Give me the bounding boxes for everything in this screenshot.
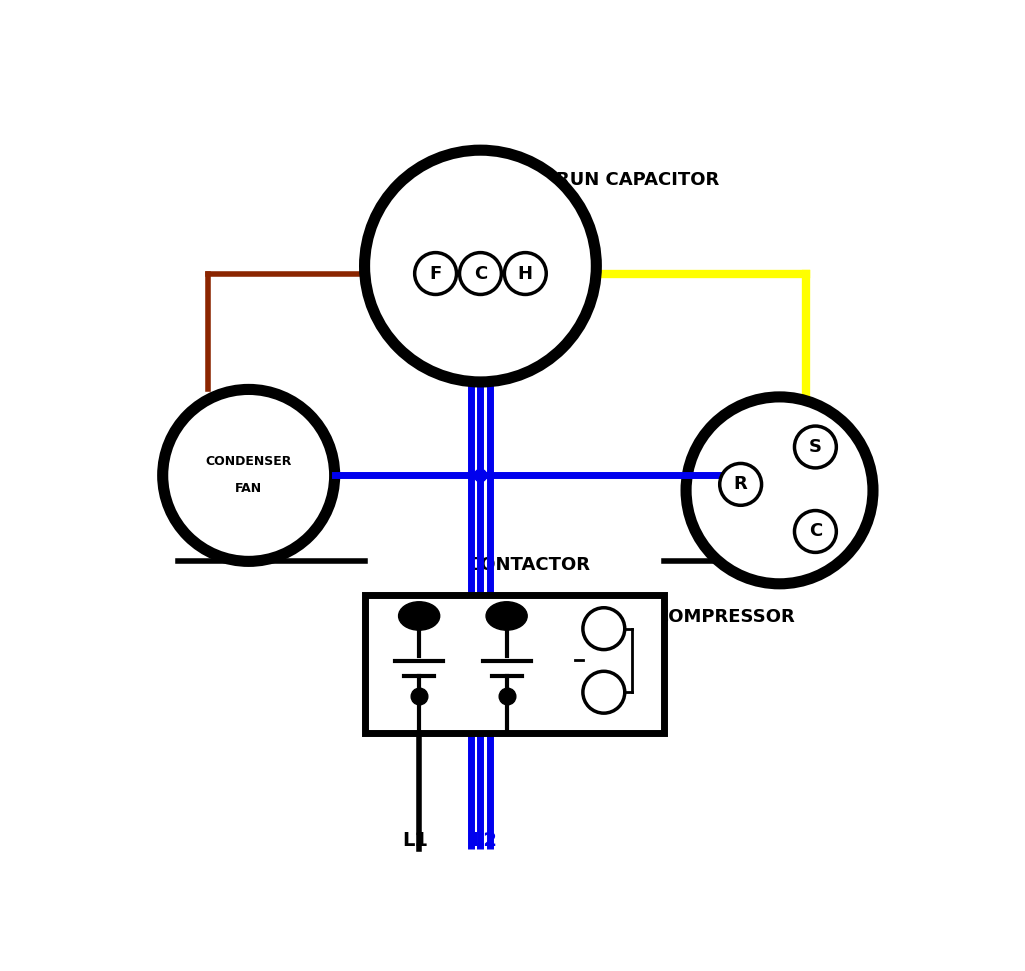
Circle shape [365,151,597,382]
Circle shape [415,252,456,294]
Text: C: C [474,264,487,283]
Text: L1: L1 [403,830,428,850]
Text: S: S [809,438,822,456]
Circle shape [720,463,762,505]
Circle shape [686,397,873,584]
Text: C: C [809,522,822,541]
Circle shape [163,389,334,561]
Text: F: F [429,264,442,283]
Text: H: H [518,264,533,283]
Circle shape [459,252,501,294]
Circle shape [794,426,836,468]
Text: CONDENSER: CONDENSER [205,455,292,468]
Bar [365,595,663,733]
Text: L2: L2 [472,830,497,850]
Text: FAN: FAN [235,483,262,495]
Text: COMPRESSOR: COMPRESSOR [655,609,794,626]
Text: CONTACTOR: CONTACTOR [467,556,590,574]
Ellipse shape [486,602,527,630]
Circle shape [504,252,546,294]
Circle shape [794,511,836,552]
Text: R: R [734,476,747,493]
Ellipse shape [399,602,440,630]
Text: RUN CAPACITOR: RUN CAPACITOR [556,171,720,189]
